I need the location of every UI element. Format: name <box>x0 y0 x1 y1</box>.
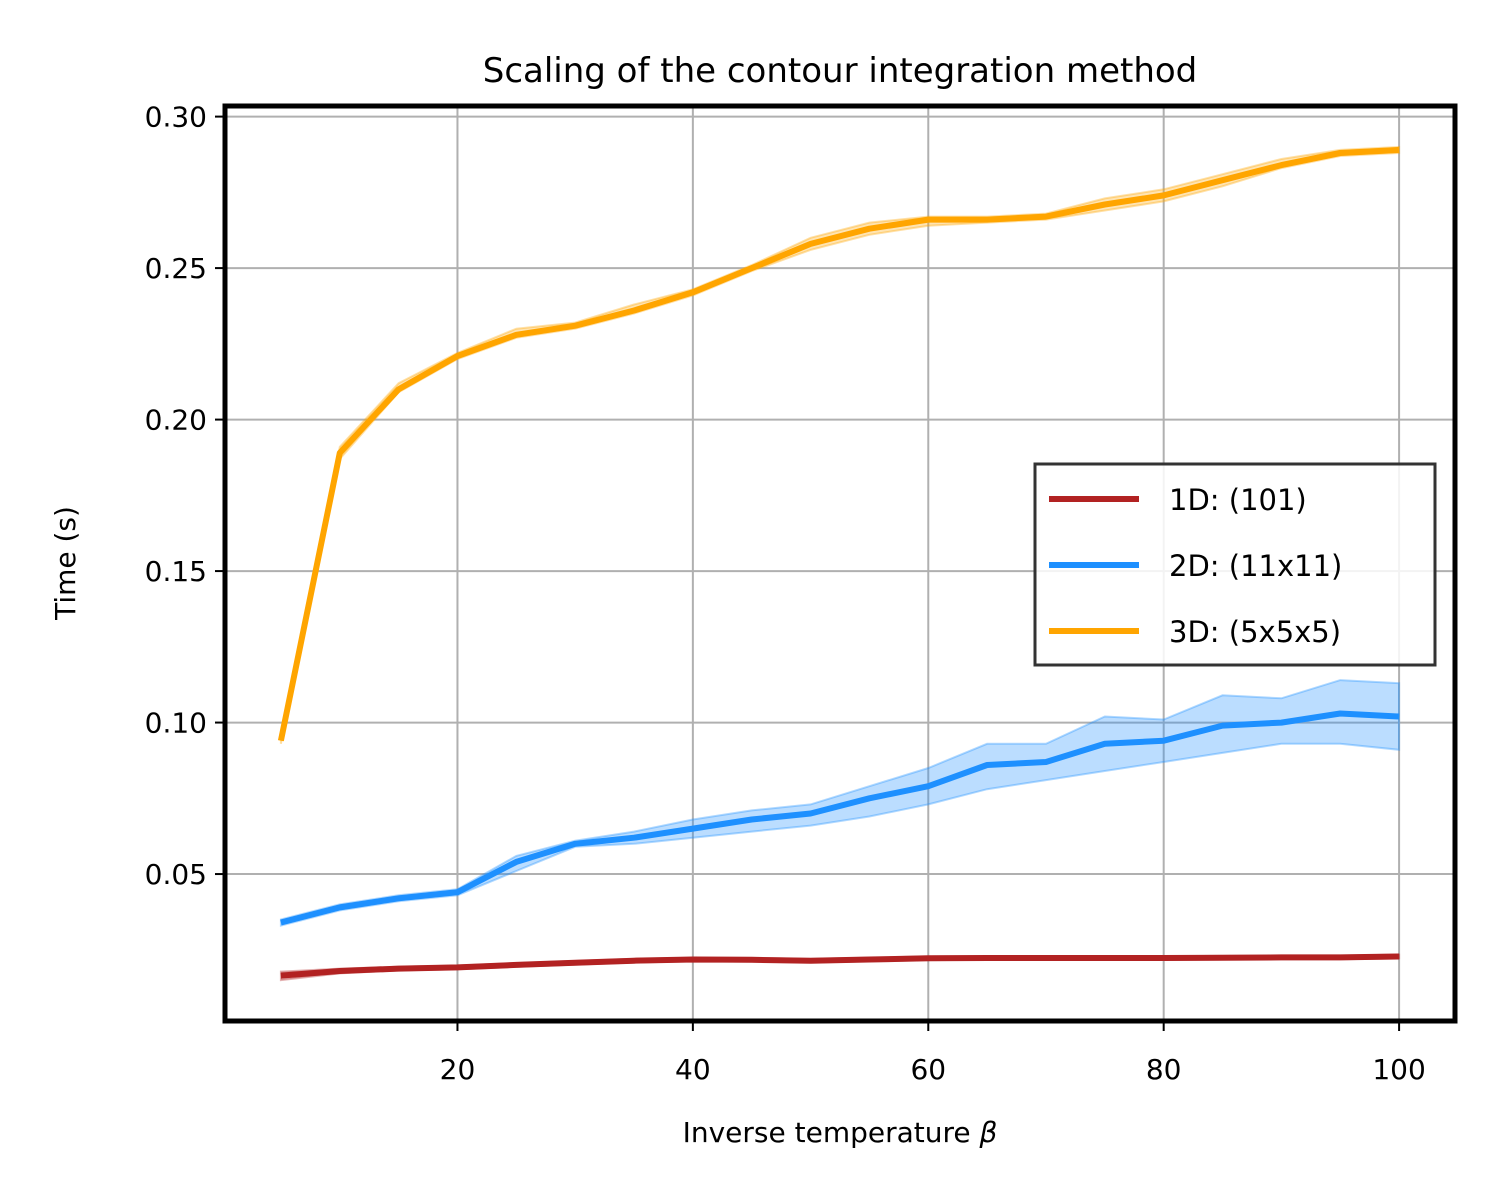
series-lines <box>277 146 1400 979</box>
legend: 1D: (101) 2D: (11x11) 3D: (5x5x5) <box>1033 462 1437 667</box>
y-tick-label: 0.30 <box>145 101 207 134</box>
legend-label: 1D: (101) <box>1169 483 1307 517</box>
x-tick-label: 80 <box>1146 1053 1182 1086</box>
y-axis: 0.05 0.10 0.15 0.20 0.25 0.30 <box>145 101 225 891</box>
grid <box>225 106 1455 1021</box>
legend-label: 2D: (11x11) <box>1169 549 1342 583</box>
legend-label: 3D: (5x5x5) <box>1169 615 1341 649</box>
y-tick-label: 0.25 <box>145 252 207 285</box>
y-axis-label: Time (s) <box>49 506 82 621</box>
x-axis-label: Inverse temperature β <box>683 1116 998 1149</box>
x-axis-label-text: Inverse temperature <box>683 1116 971 1149</box>
chart-title: Scaling of the contour integration metho… <box>483 51 1198 91</box>
x-tick-label: 20 <box>440 1053 476 1086</box>
x-axis-label-symbol: β <box>979 1116 998 1149</box>
y-tick-label: 0.20 <box>145 404 207 437</box>
y-tick-label: 0.15 <box>145 555 207 588</box>
series-line <box>277 146 1400 742</box>
x-axis: 20 40 60 80 100 <box>440 1021 1426 1086</box>
series-line <box>280 953 1400 979</box>
x-tick-label: 40 <box>675 1053 711 1086</box>
plot-frame <box>222 103 1458 1024</box>
y-tick-label: 0.10 <box>145 707 207 740</box>
y-tick-label: 0.05 <box>145 858 207 891</box>
x-tick-label: 100 <box>1372 1053 1425 1086</box>
x-tick-label: 60 <box>910 1053 946 1086</box>
series-line <box>280 710 1400 926</box>
